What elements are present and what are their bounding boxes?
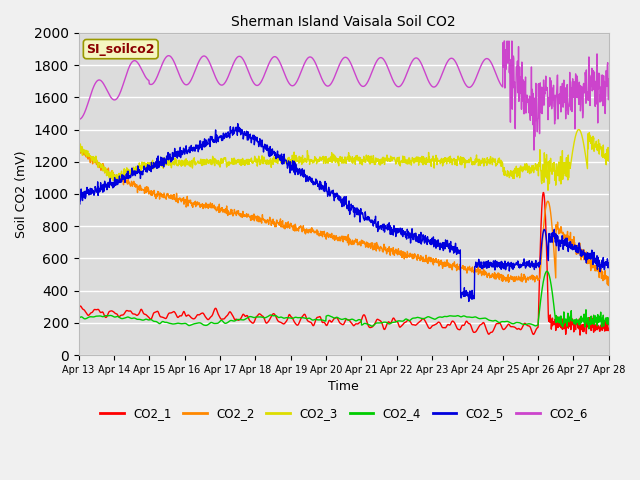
CO2_5 (543, 237, 550, 243)
CO2_1 (542, 233, 550, 239)
CO2_4 (605, 315, 612, 321)
Title: Sherman Island Vaisala Soil CO2: Sherman Island Vaisala Soil CO2 (231, 15, 456, 29)
CO2_3 (252, 159, 260, 165)
CO2_5 (193, 145, 200, 151)
Legend: CO2_1, CO2_2, CO2_3, CO2_4, CO2_5, CO2_6: CO2_1, CO2_2, CO2_3, CO2_4, CO2_5, CO2_6 (95, 403, 592, 425)
CO2_5 (234, 121, 241, 127)
CO2_5 (252, 136, 260, 142)
CO2_4 (193, 320, 200, 326)
CO2_1 (75, 306, 83, 312)
CO2_6 (530, 147, 538, 153)
CO2_1 (495, 321, 503, 326)
CO2_4 (495, 320, 503, 325)
CO2_1 (605, 325, 612, 331)
CO2_2 (193, 199, 201, 205)
CO2_6 (543, 84, 550, 90)
CO2_6 (252, 82, 260, 88)
CO2_4 (543, 268, 551, 274)
CO2_2 (605, 283, 612, 288)
CO2_1 (193, 313, 200, 319)
CO2_2 (495, 276, 503, 282)
CO2_6 (426, 81, 433, 86)
CO2_5 (465, 299, 472, 304)
CO2_5 (605, 262, 612, 268)
CO2_5 (426, 241, 434, 247)
CO2_6 (193, 64, 200, 70)
CO2_1 (426, 325, 433, 331)
CO2_1 (540, 190, 547, 195)
CO2_4 (426, 314, 433, 320)
CO2_5 (75, 191, 83, 197)
Line: CO2_6: CO2_6 (79, 41, 609, 150)
CO2_3 (542, 156, 550, 162)
Line: CO2_3: CO2_3 (79, 130, 609, 190)
CO2_2 (426, 254, 434, 260)
CO2_6 (605, 76, 612, 82)
CO2_1 (576, 332, 584, 338)
CO2_5 (496, 264, 504, 270)
X-axis label: Time: Time (328, 380, 359, 393)
CO2_4 (75, 315, 83, 321)
CO2_3 (180, 158, 188, 164)
CO2_1 (252, 315, 260, 321)
CO2_3 (544, 187, 552, 193)
Line: CO2_5: CO2_5 (79, 124, 609, 301)
Y-axis label: Soil CO2 (mV): Soil CO2 (mV) (15, 150, 28, 238)
Line: CO2_1: CO2_1 (79, 192, 609, 335)
CO2_6 (495, 78, 503, 84)
CO2_2 (75, 147, 83, 153)
CO2_3 (575, 127, 582, 132)
CO2_6 (500, 38, 508, 44)
CO2_4 (585, 326, 593, 332)
CO2_4 (180, 321, 188, 326)
Line: CO2_2: CO2_2 (79, 148, 609, 286)
CO2_2 (605, 275, 612, 281)
CO2_4 (542, 269, 550, 275)
Line: CO2_4: CO2_4 (79, 271, 609, 329)
CO2_1 (180, 309, 188, 314)
CO2_4 (252, 314, 260, 320)
Text: SI_soilco2: SI_soilco2 (86, 43, 155, 56)
CO2_2 (78, 145, 86, 151)
CO2_3 (605, 154, 612, 160)
CO2_3 (495, 159, 503, 165)
CO2_3 (426, 159, 433, 165)
CO2_2 (542, 203, 550, 208)
CO2_3 (75, 143, 83, 148)
CO2_2 (252, 214, 260, 219)
CO2_3 (193, 161, 200, 167)
CO2_6 (180, 80, 188, 86)
CO2_6 (75, 116, 83, 122)
CO2_2 (180, 201, 188, 207)
CO2_5 (180, 145, 188, 151)
